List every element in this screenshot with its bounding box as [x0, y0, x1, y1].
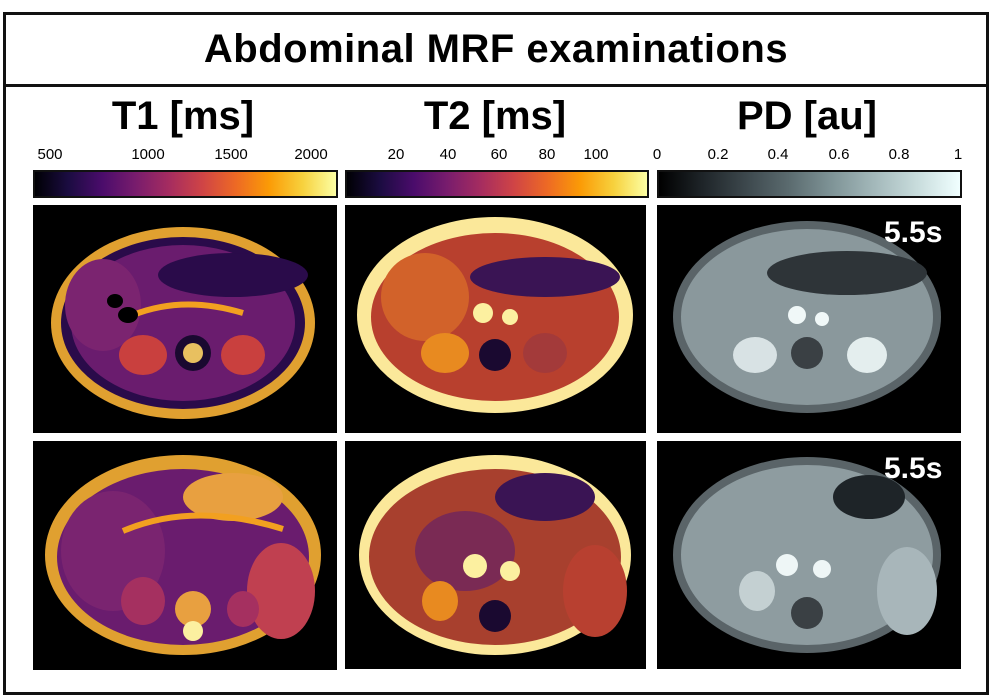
t1-colorbar — [33, 170, 338, 198]
t2-tick-label: 40 — [439, 146, 457, 163]
pd-tick-label: 0.2 — [707, 146, 729, 163]
t2-tick-label: 60 — [490, 146, 508, 163]
column-header-t2: T2 [ms] — [423, 94, 567, 138]
pd-map-image-1 — [657, 205, 961, 433]
pd-colorbar — [657, 170, 962, 198]
t2-tick-label: 100 — [583, 146, 609, 163]
t2-tick-label: 80 — [538, 146, 556, 163]
t2-map-image-1 — [345, 205, 646, 433]
column-header-t1: T1 [ms] — [111, 94, 255, 138]
t1-tick-label: 2000 — [294, 146, 328, 163]
t1-map-image-2 — [33, 441, 337, 670]
t2-tick-label: 20 — [387, 146, 405, 163]
pd-tick-label: 0.8 — [888, 146, 910, 163]
t1-map-image-1 — [33, 205, 337, 433]
acquisition-time-label: 5.5s — [884, 452, 943, 485]
t1-tick-label: 1500 — [214, 146, 248, 163]
t2-colorbar — [345, 170, 649, 198]
t1-tick-label: 1000 — [131, 146, 165, 163]
t1-tick-label: 500 — [37, 146, 63, 163]
figure-title: Abdominal MRF examinations — [203, 27, 789, 71]
t2-map-image-2 — [345, 441, 646, 669]
pd-tick-label: 0 — [652, 146, 662, 163]
title-bar: Abdominal MRF examinations — [6, 15, 986, 87]
pd-map-image-2 — [657, 441, 961, 669]
column-header-pd: PD [au] — [737, 94, 877, 138]
pd-tick-label: 0.4 — [767, 146, 789, 163]
pd-tick-label: 1 — [953, 146, 963, 163]
pd-tick-label: 0.6 — [828, 146, 850, 163]
acquisition-time-label: 5.5s — [884, 216, 943, 249]
